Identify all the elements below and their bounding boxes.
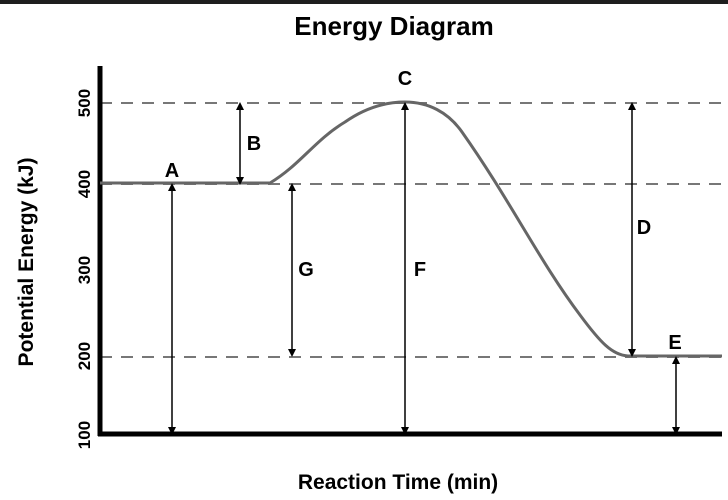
- y-tick-100: 100: [75, 421, 94, 449]
- label-b: B: [247, 133, 261, 155]
- diagram-title: Energy Diagram: [294, 11, 493, 41]
- label-a: A: [165, 160, 179, 182]
- y-tick-500: 500: [75, 89, 94, 117]
- label-d: D: [637, 217, 651, 239]
- x-axis-label: Reaction Time (min): [298, 471, 498, 494]
- top-bar: [0, 0, 728, 4]
- y-tick-300: 300: [75, 256, 94, 284]
- label-e: E: [668, 332, 681, 354]
- label-c: C: [398, 68, 412, 90]
- label-g: G: [298, 259, 314, 281]
- label-f: F: [414, 259, 426, 281]
- y-axis-label: Potential Energy (kJ): [15, 158, 38, 367]
- energy-curve: [100, 100, 722, 358]
- y-tick-400: 400: [75, 170, 94, 198]
- y-tick-200: 200: [75, 342, 94, 370]
